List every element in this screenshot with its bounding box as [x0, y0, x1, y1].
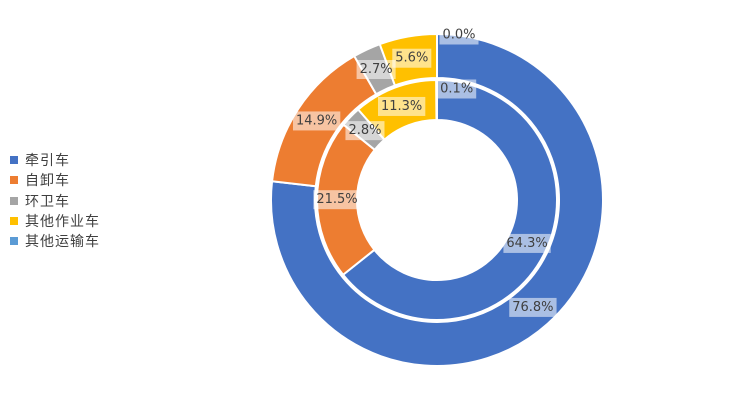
inner-ring-slice-0: [341, 78, 558, 321]
outer-ring-data-label-2: 2.7%: [360, 62, 393, 77]
legend-label: 其他运输车: [25, 234, 100, 251]
inner-ring-data-label-1: 21.5%: [316, 192, 357, 207]
data-label-background: [377, 96, 426, 116]
outer-ring-data-label-0: 76.8%: [512, 300, 553, 315]
outer-ring-data-label-3: 5.6%: [395, 51, 428, 66]
inner-ring-data-label-3: 11.3%: [381, 99, 422, 114]
legend-item: 其他运输车: [10, 231, 100, 251]
inner-ring-data-label-2: 2.8%: [348, 123, 381, 138]
outer-ring-slice-0: [270, 32, 604, 367]
chart-legend: 牵引车 自卸车 环卫车 其他作业车 其他运输车: [10, 150, 100, 251]
data-label-background: [292, 111, 341, 131]
legend-label: 其他作业车: [25, 214, 100, 231]
legend-swatch-icon: [10, 196, 18, 205]
data-label-background: [392, 48, 432, 68]
outer-ring-data-label-4: 0.0%: [442, 28, 475, 43]
legend-item: 环卫车: [10, 191, 100, 211]
inner-ring-slice-4: [435, 78, 438, 122]
legend-item: 自卸车: [10, 170, 100, 190]
data-label-background: [313, 190, 361, 210]
data-label-background: [345, 121, 385, 141]
legend-swatch-icon: [10, 156, 18, 165]
data-label-background: [509, 297, 557, 317]
legend-label: 自卸车: [25, 173, 70, 190]
legend-swatch-icon: [10, 237, 18, 246]
legend-item: 牵引车: [10, 150, 100, 170]
legend-label: 环卫车: [25, 193, 70, 210]
outer-ring-data-label-1: 14.9%: [296, 113, 337, 128]
data-label-background: [356, 60, 396, 80]
data-label-background: [437, 79, 477, 99]
legend-swatch-icon: [10, 176, 18, 185]
legend-item: 其他作业车: [10, 211, 100, 231]
data-label-background: [503, 233, 551, 253]
inner-ring-data-label-0: 64.3%: [506, 236, 547, 251]
data-label-background: [439, 25, 479, 45]
inner-ring-data-label-4: 0.1%: [440, 82, 473, 97]
legend-swatch-icon: [10, 217, 18, 226]
legend-label: 牵引车: [25, 153, 70, 170]
